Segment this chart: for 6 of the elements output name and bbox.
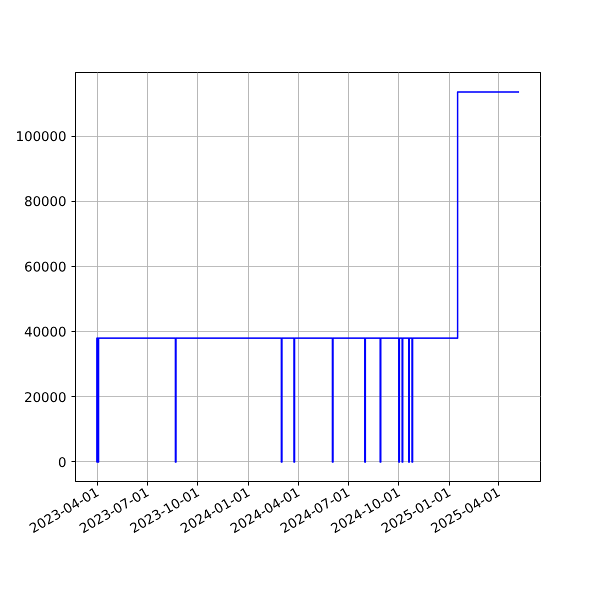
y-tick-label: 0 xyxy=(58,456,67,471)
y-tick-label: 20000 xyxy=(24,390,67,406)
y-tick-label: 40000 xyxy=(24,326,67,341)
y-tick-label: 80000 xyxy=(24,195,67,210)
y-tick-label: 60000 xyxy=(24,260,67,276)
y-tick-label: 100000 xyxy=(16,130,67,146)
